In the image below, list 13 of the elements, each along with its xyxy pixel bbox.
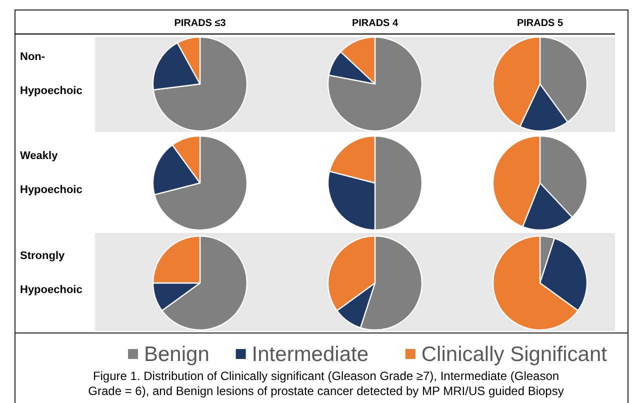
legend-label: Clinically Significant [421, 343, 608, 366]
pie-slice [152, 36, 248, 132]
text: Non- Hypoechoic [20, 51, 82, 97]
pie-slice [327, 36, 423, 132]
caption: Figure 1. Distribution of Clinically significant (Gleason Grade ≥7), Intermediate (Gleason Grade = 6), and Benign lesions of prostate cancer detected by MP MRI/US guided Biopsy [88, 369, 564, 398]
chart-title: PIRADS ≤3 [174, 18, 226, 29]
text: Weakly Hypoechoic [20, 150, 82, 196]
pie-slice [154, 135, 248, 231]
chart-title: PIRADS 5 [516, 18, 564, 29]
legend-label: Benign [144, 343, 210, 366]
text: Strongly Hypoechoic [20, 250, 82, 296]
legend-label: Intermediate [252, 343, 369, 366]
chart-title: PIRADS 4 [352, 18, 398, 29]
